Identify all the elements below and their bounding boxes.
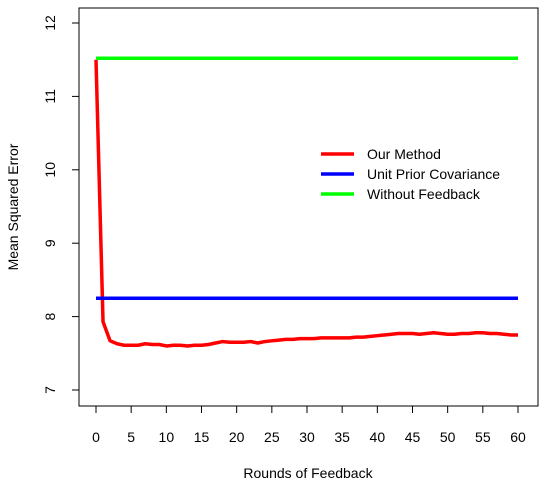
x-tick-label: 20 — [229, 429, 245, 445]
x-tick-label: 5 — [127, 429, 135, 445]
x-tick-label: 50 — [440, 429, 456, 445]
x-tick-label: 30 — [299, 429, 315, 445]
x-tick-label: 25 — [264, 429, 280, 445]
x-tick-label: 40 — [370, 429, 386, 445]
x-tick-label: 45 — [405, 429, 421, 445]
legend-label: Unit Prior Covariance — [367, 166, 500, 182]
x-tick-label: 55 — [475, 429, 491, 445]
y-tick-label: 10 — [42, 162, 58, 178]
x-axis: 0 5 10 15 20 25 30 35 40 45 50 55 60 — [92, 406, 526, 445]
series-line-1 — [94, 59, 518, 348]
x-axis-title: Rounds of Feedback — [243, 465, 373, 481]
y-tick-label: 9 — [42, 239, 58, 247]
legend-label: Our Method — [367, 146, 441, 162]
plot-frame — [78, 7, 539, 407]
y-axis-title: Mean Squared Error — [5, 143, 21, 270]
y-tick-label: 7 — [42, 386, 58, 394]
y-tick-label: 8 — [42, 312, 58, 320]
x-tick-label: 60 — [510, 429, 526, 445]
series-layer — [94, 56, 518, 348]
x-tick-label: 15 — [194, 429, 210, 445]
x-tick-label: 35 — [334, 429, 350, 445]
x-tick-label: 10 — [159, 429, 175, 445]
x-tick-label: 0 — [92, 429, 100, 445]
legend: Our Method Unit Prior Covariance Without F… — [321, 146, 500, 202]
y-axis: 7 8 9 10 11 12 — [42, 15, 79, 394]
y-tick-label: 11 — [42, 89, 58, 104]
legend-label: Without Feedback — [367, 186, 481, 202]
y-tick-label: 12 — [42, 15, 58, 31]
